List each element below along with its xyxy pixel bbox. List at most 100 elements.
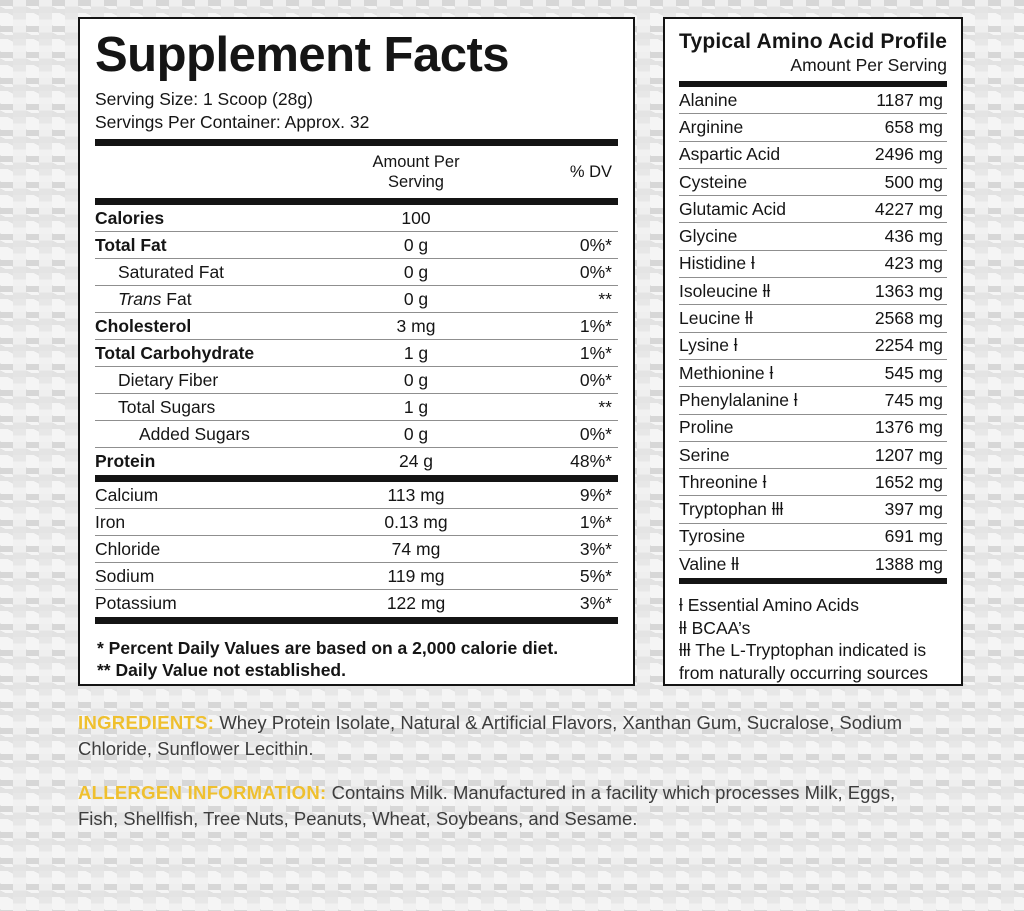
- mineral-dv: 9%*: [579, 484, 612, 505]
- nutrient-amount: 0 g: [403, 423, 429, 444]
- nutrient-dv: 0%*: [579, 423, 612, 444]
- nutrient-amount: 1 g: [403, 396, 429, 417]
- amino-acid-name: Methionine ƚ: [679, 362, 774, 383]
- amino-acid-amount: 436 mg: [884, 226, 943, 247]
- nutrient-dv: 1%*: [579, 315, 612, 336]
- amino-acid-name: Isoleucine ƚƚ: [679, 280, 771, 301]
- serving-size-line: Serving Size: 1 Scoop (28g): [95, 89, 313, 109]
- amino-acid-row: Valine ƚƚ 1388 mg: [679, 551, 947, 578]
- amino-acid-row: Serine 1207 mg: [679, 442, 947, 470]
- amino-acid-name: Lysine ƚ: [679, 335, 738, 356]
- thick-divider: [95, 198, 618, 205]
- mineral-name: Potassium: [95, 593, 177, 613]
- amino-acid-amount: 691 mg: [884, 526, 943, 547]
- allergen-text: Contains Milk. Manufactured in a facilit…: [78, 782, 896, 829]
- servings-per-container-line: Servings Per Container: Approx. 32: [95, 112, 370, 132]
- mineral-name: Calcium: [95, 484, 159, 505]
- amino-acid-row: Glycine 436 mg: [679, 223, 947, 251]
- footnote-bcaa: ƚƚ BCAA’s: [679, 617, 751, 638]
- allergen-paragraph: ALLERGEN INFORMATION: Contains Milk. Man…: [78, 780, 926, 832]
- ingredients-label: INGREDIENTS:: [78, 712, 215, 733]
- nutrient-amount: 0 g: [403, 261, 429, 282]
- footnote-dv: * Percent Daily Values are based on a 2,…: [97, 638, 559, 658]
- amino-acid-row: Alanine 1187 mg: [679, 87, 947, 115]
- nutrient-dv: 0%*: [579, 261, 612, 282]
- mineral-name: Sodium: [95, 565, 155, 586]
- mineral-row: Potassium 122 mg 3%*: [95, 590, 618, 617]
- amount-per-serving-header: Amount Per Serving: [372, 153, 460, 191]
- nutrition-header-row: Amount Per Serving % DV: [95, 146, 618, 198]
- amino-acid-row: Phenylalanine ƚ 745 mg: [679, 387, 947, 415]
- nutrient-name: Total Carbohydrate: [95, 342, 255, 363]
- nutrient-name: Calories: [95, 207, 165, 228]
- mineral-dv: 1%*: [579, 511, 612, 532]
- mineral-rows: Calcium 113 mg 9%* Iron 0.13 mg 1%* Chlo…: [95, 482, 618, 617]
- amino-acid-row: Leucine ƚƚ 2568 mg: [679, 305, 947, 333]
- nutrient-dv: 0%*: [579, 234, 612, 255]
- amino-acid-amount: 545 mg: [884, 362, 943, 383]
- amino-acid-row: Threonine ƚ 1652 mg: [679, 469, 947, 497]
- amino-footnotes: ƚ Essential Amino Acids ƚƚ BCAA’s ƚƚƚ Th…: [679, 594, 947, 684]
- amino-acid-amount: 658 mg: [884, 116, 943, 137]
- amino-acid-name: Tryptophan ƚƚƚ: [679, 499, 784, 520]
- nutrition-row: Calories 100: [95, 205, 618, 232]
- amino-amount-per-serving-header: Amount Per Serving: [790, 55, 947, 75]
- nutrient-dv: 0%*: [579, 369, 612, 390]
- footnote-not-established: ** Daily Value not established.: [97, 660, 346, 680]
- amino-acid-amount: 2254 mg: [874, 335, 943, 356]
- amino-acid-row: Proline 1376 mg: [679, 415, 947, 442]
- nutrient-name: Cholesterol: [95, 315, 192, 336]
- footnote-essential: ƚ Essential Amino Acids: [679, 595, 859, 616]
- nutrient-name: Added Sugars: [139, 423, 250, 444]
- amino-acid-amount: 1388 mg: [874, 554, 943, 575]
- amino-acid-row: Histidine ƚ 423 mg: [679, 251, 947, 279]
- nutrient-dv: 48%*: [570, 451, 612, 471]
- amino-acid-amount: 397 mg: [884, 499, 943, 520]
- footnote-tryptophan: ƚƚƚ The L-Tryptophan indicated is from n…: [679, 640, 928, 683]
- nutrient-name: Saturated Fat: [118, 261, 225, 282]
- mineral-row: Sodium 119 mg 5%*: [95, 563, 618, 590]
- thick-divider: [679, 81, 947, 87]
- mineral-name: Chloride: [95, 538, 161, 559]
- amino-acid-name: Phenylalanine ƚ: [679, 389, 798, 410]
- amino-acid-row: Isoleucine ƚƚ 1363 mg: [679, 278, 947, 306]
- nutrition-row: Added Sugars 0 g 0%*: [95, 421, 618, 448]
- thick-divider: [95, 475, 618, 482]
- nutrient-amount: 3 mg: [396, 315, 436, 336]
- amino-acid-name: Histidine ƚ: [679, 253, 755, 274]
- mineral-dv: 5%*: [579, 565, 612, 586]
- amino-acid-name: Aspartic Acid: [679, 144, 781, 165]
- amino-acid-name: Threonine ƚ: [679, 471, 767, 492]
- thick-divider: [679, 578, 947, 585]
- amino-acid-name: Glycine: [679, 226, 738, 247]
- amino-acid-name: Proline: [679, 417, 734, 438]
- thick-divider: [95, 139, 618, 146]
- nutrition-rows: Calories 100 Total Fat 0 g 0%* Saturated…: [95, 205, 618, 475]
- amino-acid-row: Cysteine 500 mg: [679, 169, 947, 197]
- amino-acid-row: Tryptophan ƚƚƚ 397 mg: [679, 496, 947, 524]
- mineral-amount: 113 mg: [387, 484, 445, 505]
- allergen-label: ALLERGEN INFORMATION:: [78, 782, 327, 803]
- amino-acid-name: Glutamic Acid: [679, 198, 786, 219]
- amino-acid-amount: 500 mg: [884, 171, 943, 192]
- daily-value-footnotes: * Percent Daily Values are based on a 2,…: [95, 637, 618, 681]
- amino-acid-amount: 1376 mg: [874, 417, 943, 438]
- nutrient-amount: 0 g: [403, 369, 429, 390]
- ingredients-text: Whey Protein Isolate, Natural & Artifici…: [78, 712, 903, 759]
- nutrient-name: Total Fat: [95, 234, 167, 255]
- mineral-amount: 0.13 mg: [384, 511, 448, 532]
- amino-acid-profile-panel: Typical Amino Acid Profile Amount Per Se…: [663, 17, 963, 686]
- amino-acid-amount: 2568 mg: [874, 308, 943, 329]
- nutrient-amount: 24 g: [398, 451, 434, 471]
- mineral-amount: 74 mg: [391, 538, 441, 559]
- amino-profile-title: Typical Amino Acid Profile: [679, 30, 948, 53]
- nutrient-name: Total Sugars: [118, 396, 216, 417]
- amino-acid-row: Glutamic Acid 4227 mg: [679, 196, 947, 224]
- mineral-dv: 3%*: [579, 538, 612, 559]
- nutrient-dv: **: [598, 396, 612, 417]
- amino-acid-amount: 1207 mg: [874, 444, 943, 465]
- mineral-amount: 119 mg: [387, 565, 445, 586]
- mineral-row: Chloride 74 mg 3%*: [95, 536, 618, 563]
- percent-dv-header: % DV: [569, 162, 612, 181]
